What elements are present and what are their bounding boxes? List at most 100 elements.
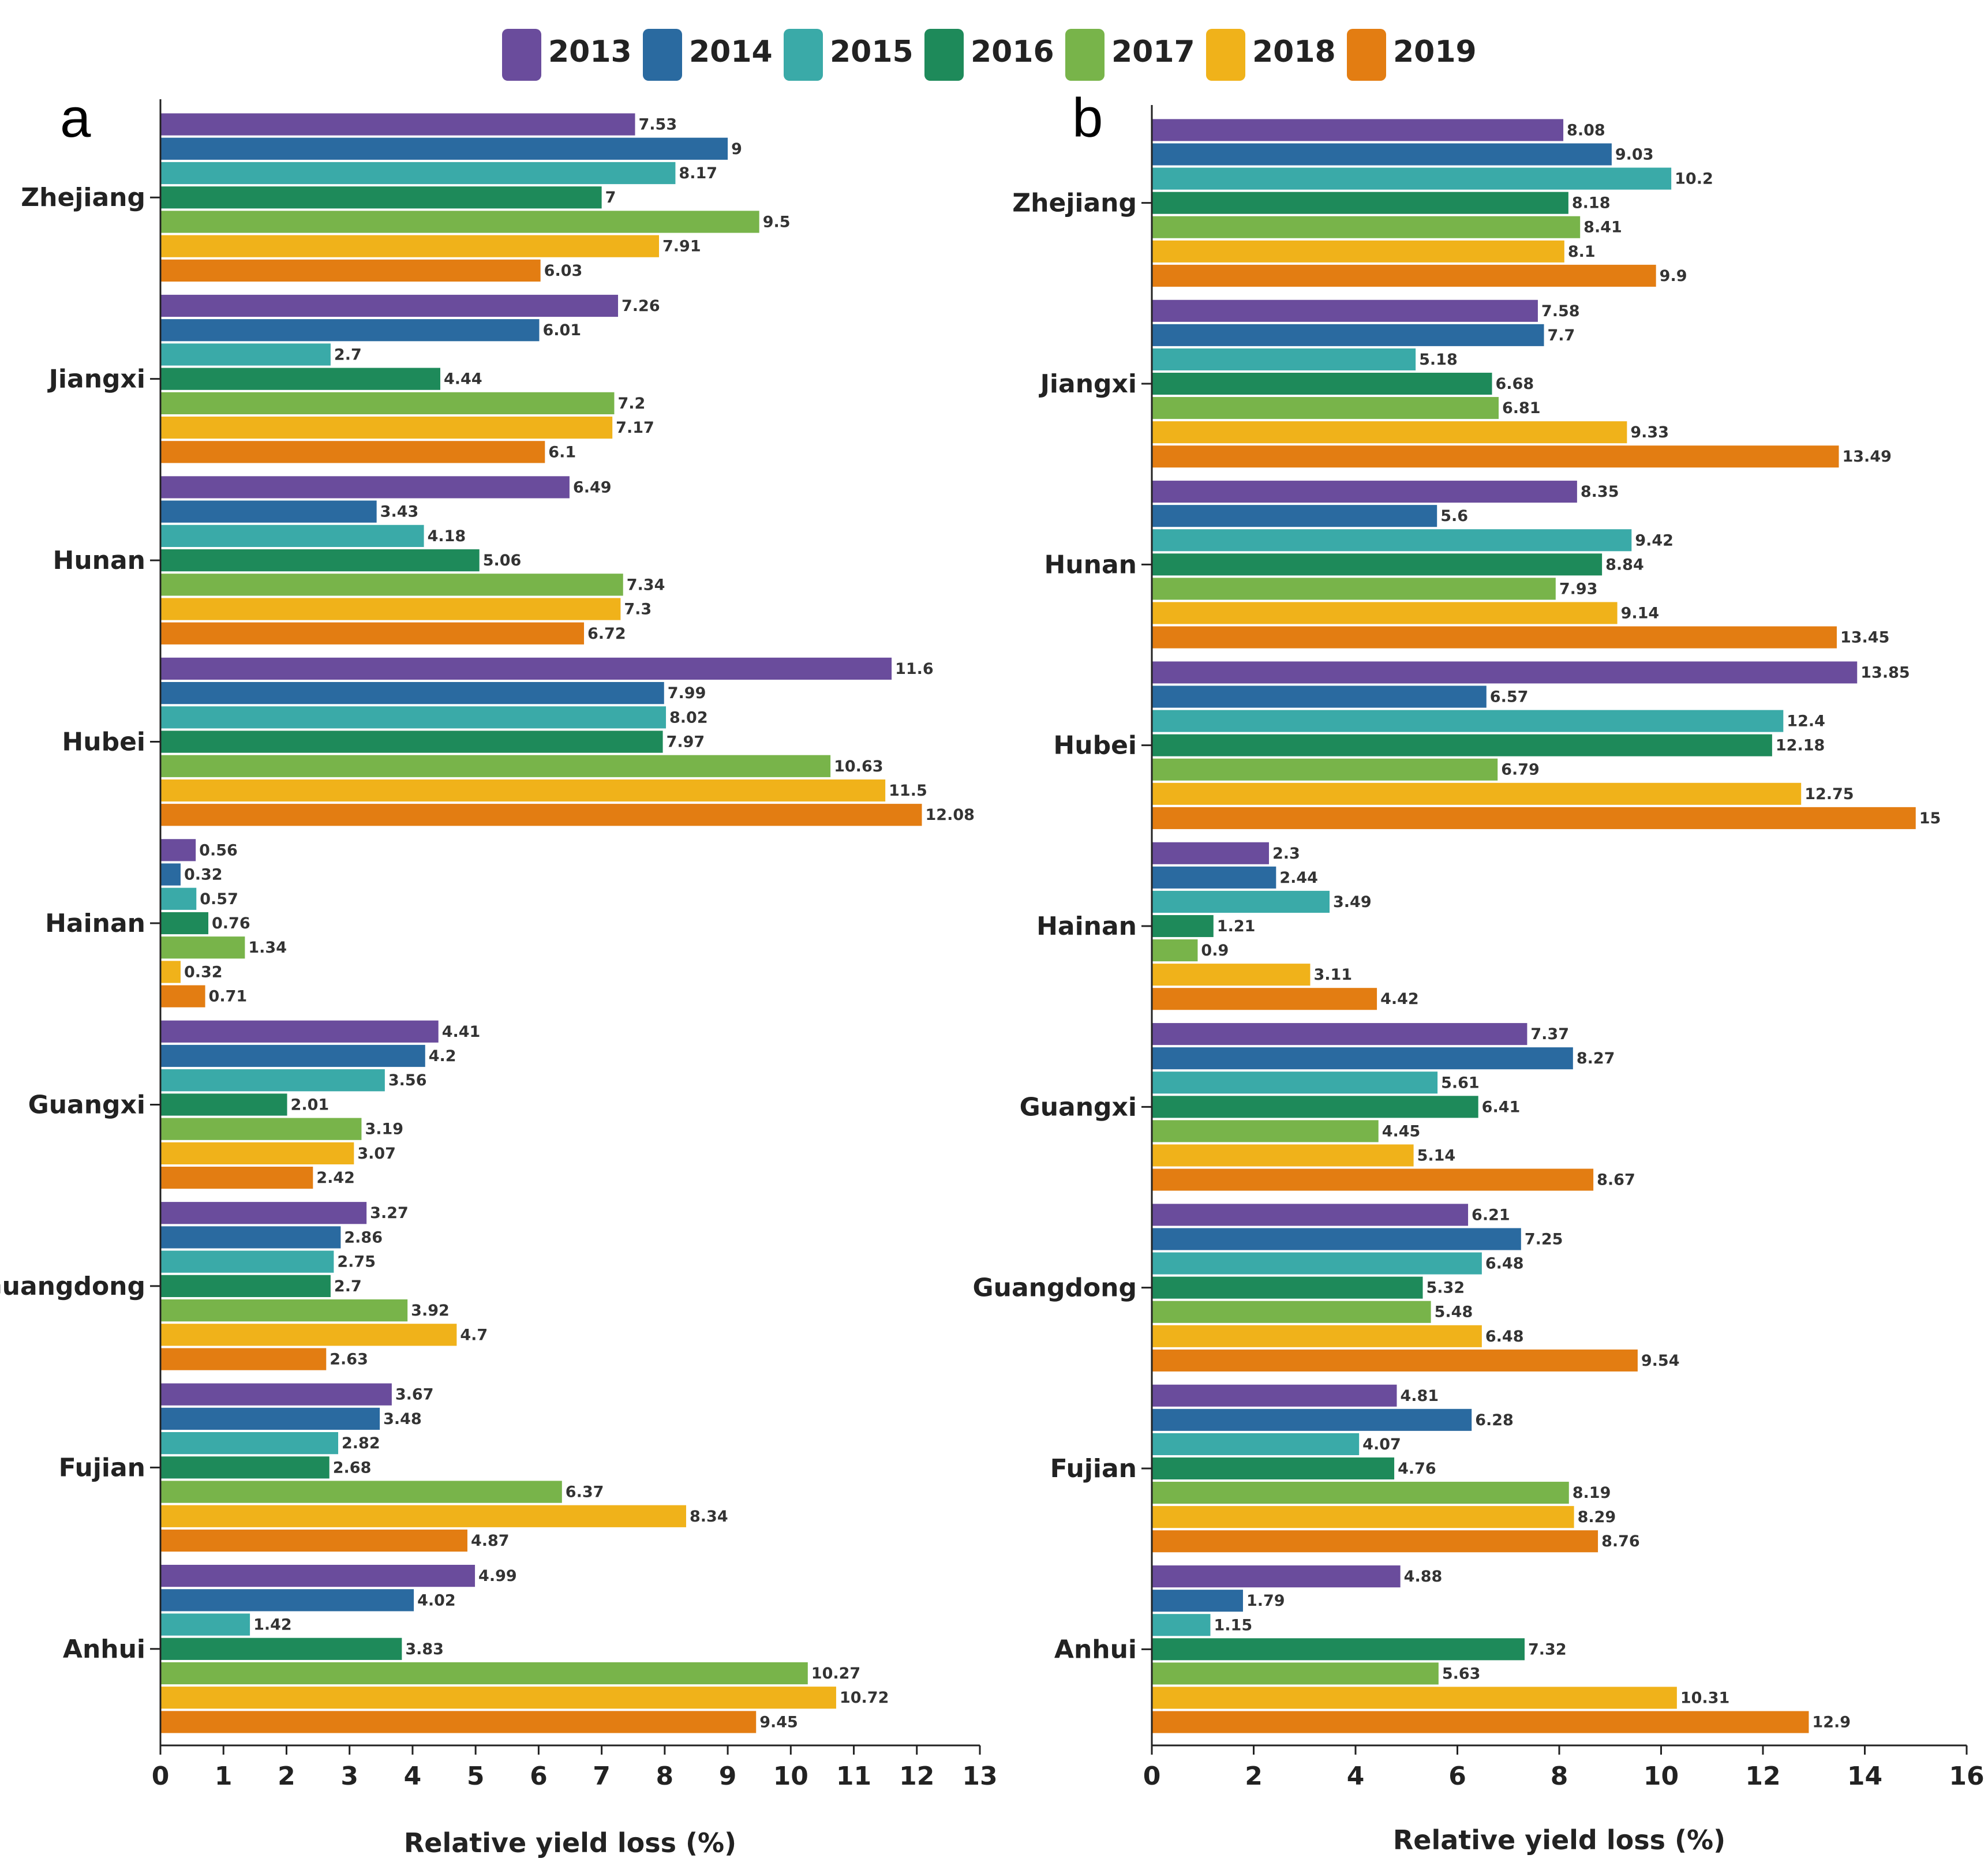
bar-anhui-2015 bbox=[1152, 1614, 1211, 1636]
bar-hubei-2017 bbox=[160, 755, 831, 777]
data-label-zhejiang-2016: 8.18 bbox=[1572, 194, 1611, 212]
data-label-hunan-2018: 7.3 bbox=[624, 601, 652, 619]
x-tick-label: 4 bbox=[1347, 1762, 1365, 1791]
x-tick-label: 12 bbox=[1745, 1762, 1780, 1791]
data-label-hainan-2015: 0.57 bbox=[200, 890, 238, 908]
bar-anhui-2015 bbox=[160, 1613, 250, 1636]
data-label-hainan-2017: 1.34 bbox=[248, 939, 287, 957]
category-label-hainan: Hainan bbox=[45, 909, 145, 938]
data-label-fujian-2018: 8.34 bbox=[690, 1508, 728, 1526]
bar-zhejiang-2013 bbox=[160, 113, 635, 136]
bar-hainan-2013 bbox=[160, 839, 196, 861]
data-label-guangxi-2013: 7.37 bbox=[1530, 1025, 1569, 1043]
data-label-fujian-2013: 3.67 bbox=[395, 1386, 434, 1404]
data-label-jiangxi-2018: 7.17 bbox=[616, 419, 654, 437]
data-label-hainan-2013: 2.3 bbox=[1272, 845, 1300, 863]
bar-hunan-2019 bbox=[160, 622, 585, 645]
data-label-hubei-2014: 6.57 bbox=[1490, 688, 1529, 706]
data-label-jiangxi-2019: 13.49 bbox=[1842, 448, 1891, 466]
bar-hubei-2016 bbox=[1152, 734, 1772, 756]
data-label-guangxi-2017: 4.45 bbox=[1382, 1122, 1421, 1140]
bar-fujian-2014 bbox=[1152, 1408, 1472, 1431]
bar-jiangxi-2017 bbox=[1152, 397, 1499, 419]
bar-hunan-2014 bbox=[1152, 505, 1437, 527]
data-label-fujian-2014: 6.28 bbox=[1475, 1411, 1514, 1429]
data-label-jiangxi-2015: 2.7 bbox=[334, 346, 362, 364]
category-label-jiangxi: Jiangxi bbox=[47, 365, 145, 394]
bar-guangxi-2019 bbox=[160, 1167, 313, 1189]
data-label-zhejiang-2017: 8.41 bbox=[1583, 219, 1622, 237]
legend-label: 2018 bbox=[1252, 35, 1336, 69]
bar-anhui-2014 bbox=[1152, 1590, 1243, 1612]
x-tick-label: 8 bbox=[656, 1762, 674, 1791]
bar-jiangxi-2014 bbox=[160, 319, 540, 342]
bar-hubei-2015 bbox=[1152, 710, 1784, 732]
data-label-hunan-2015: 9.42 bbox=[1635, 531, 1673, 549]
data-label-jiangxi-2018: 9.33 bbox=[1630, 424, 1669, 441]
bar-jiangxi-2014 bbox=[1152, 324, 1544, 346]
data-label-fujian-2015: 2.82 bbox=[342, 1434, 380, 1452]
data-label-guangxi-2016: 2.01 bbox=[291, 1096, 330, 1114]
data-label-fujian-2017: 8.19 bbox=[1573, 1484, 1611, 1502]
category-label-hainan: Hainan bbox=[1036, 912, 1137, 941]
data-label-jiangxi-2017: 6.81 bbox=[1502, 399, 1541, 417]
bar-hunan-2015 bbox=[1152, 529, 1632, 552]
category-label-jiangxi: Jiangxi bbox=[1039, 369, 1137, 399]
bar-hubei-2018 bbox=[1152, 782, 1802, 805]
x-tick-label: 2 bbox=[1245, 1762, 1263, 1791]
bar-hainan-2014 bbox=[1152, 866, 1276, 889]
bar-guangdong-2018 bbox=[1152, 1325, 1482, 1347]
data-label-anhui-2017: 5.63 bbox=[1442, 1665, 1481, 1683]
legend-label: 2013 bbox=[548, 35, 632, 69]
data-label-hubei-2019: 15 bbox=[1919, 810, 1941, 827]
data-label-guangxi-2015: 5.61 bbox=[1441, 1074, 1480, 1092]
data-label-hainan-2016: 1.21 bbox=[1217, 917, 1256, 935]
bar-fujian-2015 bbox=[160, 1432, 339, 1455]
x-tick-label: 0 bbox=[1143, 1762, 1161, 1791]
data-label-hunan-2016: 8.84 bbox=[1605, 556, 1644, 574]
bar-hunan-2018 bbox=[160, 598, 621, 620]
category-label-fujian: Fujian bbox=[1050, 1454, 1137, 1483]
bar-hunan-2014 bbox=[160, 500, 377, 523]
x-tick-label: 2 bbox=[278, 1762, 295, 1791]
data-label-fujian-2014: 3.48 bbox=[383, 1410, 422, 1428]
bar-anhui-2016 bbox=[1152, 1638, 1525, 1661]
bar-jiangxi-2016 bbox=[1152, 372, 1492, 395]
x-tick-label: 10 bbox=[1643, 1762, 1679, 1791]
bar-hubei-2013 bbox=[160, 657, 892, 680]
legend-swatch bbox=[784, 29, 823, 81]
bar-guangdong-2019 bbox=[1152, 1349, 1638, 1372]
bar-hainan-2017 bbox=[160, 936, 245, 959]
data-label-guangdong-2013: 3.27 bbox=[370, 1204, 409, 1222]
data-label-hainan-2014: 0.32 bbox=[184, 866, 223, 884]
data-label-zhejiang-2016: 7 bbox=[605, 189, 616, 207]
data-label-fujian-2019: 4.87 bbox=[471, 1532, 510, 1550]
bar-zhejiang-2016 bbox=[1152, 192, 1568, 214]
data-label-anhui-2013: 4.88 bbox=[1404, 1568, 1443, 1586]
bar-hubei-2013 bbox=[1152, 661, 1858, 684]
data-label-hainan-2013: 0.56 bbox=[199, 841, 238, 859]
bar-hunan-2013 bbox=[1152, 481, 1577, 503]
legend-label: 2014 bbox=[689, 35, 773, 69]
bar-anhui-2016 bbox=[160, 1638, 402, 1660]
bar-guangxi-2016 bbox=[1152, 1096, 1478, 1118]
bar-guangdong-2016 bbox=[1152, 1276, 1423, 1299]
data-label-zhejiang-2013: 7.53 bbox=[639, 116, 677, 134]
data-label-hainan-2015: 3.49 bbox=[1333, 893, 1372, 911]
bar-guangxi-2017 bbox=[1152, 1120, 1379, 1142]
category-label-hubei: Hubei bbox=[1053, 731, 1137, 760]
data-label-guangdong-2016: 5.32 bbox=[1426, 1279, 1465, 1297]
data-label-hubei-2018: 12.75 bbox=[1804, 785, 1854, 803]
bar-hubei-2017 bbox=[1152, 758, 1498, 781]
data-label-guangxi-2017: 3.19 bbox=[365, 1121, 403, 1138]
data-label-hubei-2016: 7.97 bbox=[667, 733, 705, 751]
data-label-guangdong-2015: 2.75 bbox=[337, 1253, 376, 1271]
bar-zhejiang-2018 bbox=[160, 235, 660, 257]
category-label-zhejiang: Zhejiang bbox=[21, 183, 145, 212]
data-label-anhui-2016: 3.83 bbox=[405, 1640, 444, 1658]
legend-label: 2015 bbox=[830, 35, 913, 69]
bar-zhejiang-2019 bbox=[1152, 264, 1656, 287]
bar-anhui-2017 bbox=[160, 1662, 808, 1685]
